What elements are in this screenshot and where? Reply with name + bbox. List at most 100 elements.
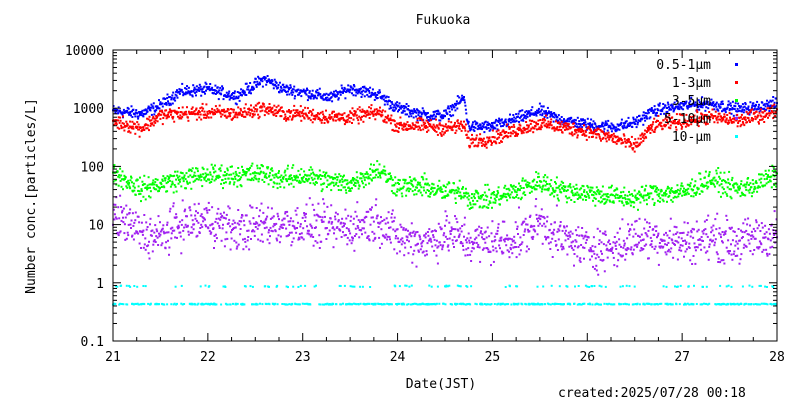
data-point [408, 181, 411, 184]
data-point [514, 117, 517, 120]
data-point [288, 234, 290, 237]
data-point [717, 191, 720, 194]
data-point [397, 181, 399, 184]
data-point [259, 239, 262, 242]
data-point [727, 122, 730, 125]
data-point [384, 222, 387, 225]
data-point [184, 93, 187, 96]
data-point [260, 105, 263, 108]
data-point [775, 112, 778, 115]
data-point [227, 115, 230, 118]
data-point [376, 214, 379, 217]
data-point [380, 242, 383, 245]
data-point [475, 190, 478, 193]
data-point [549, 193, 552, 196]
data-point [442, 117, 445, 119]
data-point [448, 182, 451, 185]
data-point [318, 113, 321, 116]
data-point [408, 176, 411, 179]
data-point [294, 177, 297, 180]
data-point [751, 179, 754, 182]
data-point [122, 126, 125, 129]
data-point [150, 103, 153, 106]
data-point [210, 231, 213, 234]
data-point [256, 108, 259, 111]
data-point [536, 128, 538, 131]
data-point [335, 95, 338, 98]
data-point [356, 117, 359, 120]
data-point [243, 107, 246, 110]
data-point [760, 115, 763, 118]
data-point [240, 88, 243, 91]
data-point [436, 262, 439, 265]
data-point [706, 122, 709, 125]
data-point [442, 128, 445, 130]
data-point [758, 111, 761, 114]
data-point [743, 183, 746, 186]
data-point [167, 178, 170, 181]
data-point [729, 116, 731, 119]
data-point [199, 88, 202, 91]
data-point [360, 110, 363, 113]
data-point [418, 110, 421, 113]
data-point [513, 116, 516, 119]
data-point [336, 178, 339, 181]
data-point [195, 90, 198, 93]
data-point [511, 185, 514, 188]
data-point [600, 125, 603, 128]
data-point [436, 125, 439, 128]
data-point [177, 115, 179, 118]
data-point [312, 236, 315, 238]
data-point [306, 87, 308, 90]
data-point [592, 120, 595, 123]
data-point [291, 166, 294, 169]
data-point [610, 186, 612, 189]
data-point [185, 88, 188, 91]
data-point [463, 127, 466, 130]
data-point [739, 125, 742, 128]
data-point [147, 176, 150, 179]
data-point [424, 182, 427, 185]
data-point [528, 114, 531, 117]
data-point [147, 118, 150, 121]
data-point [201, 225, 204, 228]
data-point [324, 118, 326, 121]
data-point [444, 196, 446, 199]
data-point [361, 90, 363, 93]
data-point [333, 110, 335, 113]
data-point [117, 106, 120, 109]
data-point [714, 103, 717, 106]
data-point [284, 89, 287, 92]
data-point [704, 102, 707, 105]
data-point [453, 192, 456, 195]
data-point [732, 184, 735, 187]
data-point [616, 194, 619, 197]
data-point [693, 118, 695, 121]
data-point [522, 113, 525, 116]
data-point [757, 121, 760, 123]
data-point [163, 232, 166, 234]
data-point [201, 109, 204, 112]
data-point [310, 110, 313, 113]
data-point [198, 232, 201, 234]
data-point [341, 217, 344, 220]
data-point [492, 136, 495, 138]
data-point [194, 91, 197, 94]
data-point [369, 223, 372, 226]
data-point [214, 240, 216, 243]
data-point [354, 210, 357, 213]
data-point [267, 112, 270, 115]
data-point [227, 92, 230, 95]
data-point [570, 199, 573, 201]
data-point [486, 195, 489, 198]
data-point [214, 84, 217, 87]
data-point [191, 95, 194, 98]
data-point [580, 118, 583, 121]
data-point [362, 186, 365, 189]
data-point [681, 125, 684, 128]
data-point [740, 116, 742, 119]
data-point [491, 125, 494, 128]
data-point [629, 124, 631, 127]
data-point [630, 135, 633, 138]
data-point [330, 189, 333, 192]
